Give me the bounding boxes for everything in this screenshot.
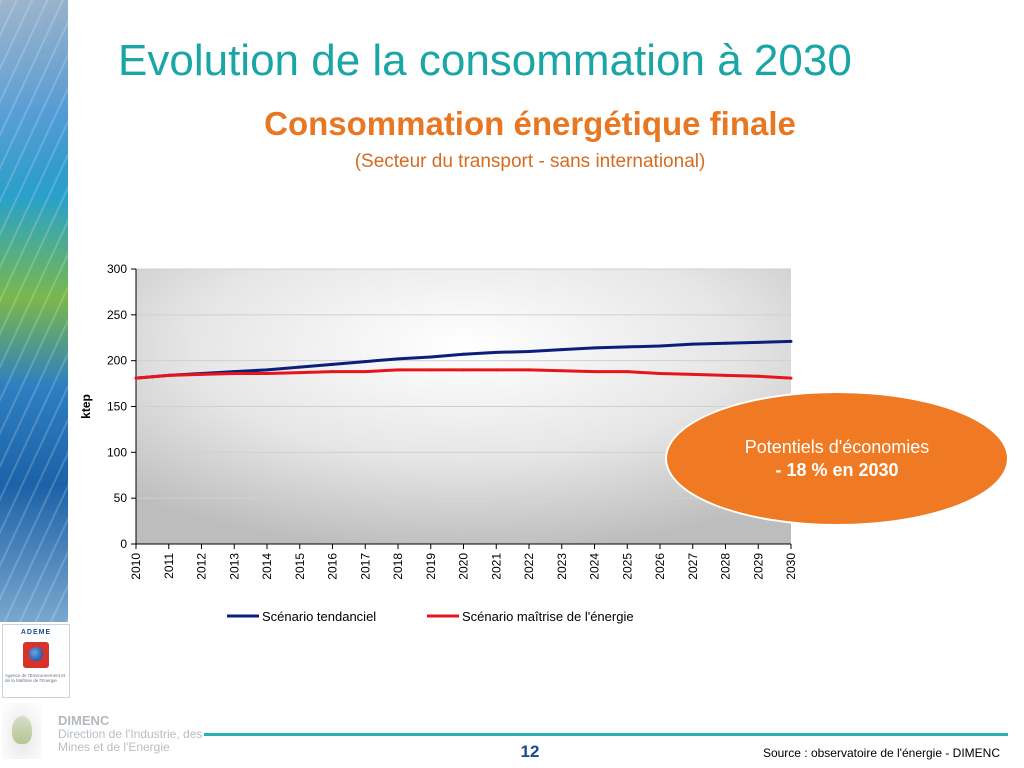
ademe-caption: Agence de l'Environnement et de la Maîtr… [5,673,65,684]
y-tick-label: 0 [120,537,127,551]
data-point [396,368,400,372]
data-point [298,365,302,369]
data-point [724,373,727,377]
x-tick-label: 2011 [162,553,176,579]
data-point [462,352,465,356]
data-point [527,368,531,372]
line-chart: 0 50 100 150 200 250 300 2010 2011 2012 2013 2014 20… [79,262,798,624]
data-point [789,339,793,343]
data-point [331,370,334,374]
x-tick-label: 2012 [195,553,209,580]
x-tick-label: 2021 [489,553,503,580]
chart-title: Consommation énergétique finale [264,105,796,142]
data-point [429,355,433,359]
decorative-photo-strip [0,0,68,622]
data-point [789,376,793,380]
legend-label-1: Scénario tendanciel [262,609,376,624]
x-tick-label: 2019 [424,553,438,580]
x-tick-label: 2029 [751,553,765,580]
data-point [462,368,465,372]
x-tick-label: 2020 [457,553,471,580]
source-note: Source : observatoire de l'énergie - DIM… [762,746,1000,760]
data-point [756,374,760,378]
ademe-logo-box: ADEME Agence de l'Environnement et de la… [2,624,70,698]
data-point [298,371,302,375]
dimenc-subtitle: Direction de l'Industrie, des Mines et d… [58,727,203,754]
data-point [560,369,564,373]
y-axis-label: ktep [79,394,93,419]
x-tick-label: 2026 [653,553,667,580]
data-point [593,370,596,374]
callout-line1: Potentiels d'économies [744,437,930,457]
data-point [331,362,334,366]
y-tick-label: 300 [107,262,127,276]
y-tick-label: 150 [107,400,127,414]
x-tick-label: 2027 [686,553,700,580]
ademe-label: ADEME [20,629,52,636]
data-point [167,373,171,377]
data-point [756,340,760,344]
data-point [200,372,203,376]
data-point [691,372,695,376]
x-tick-label: 2025 [620,553,634,580]
data-point [232,372,236,375]
legend-label-2: Scénario maîtrise de l'énergie [462,609,634,624]
data-point [658,372,662,375]
dimenc-mark-icon [12,716,32,744]
data-point [658,344,662,348]
data-point [265,368,269,372]
data-point [363,360,367,364]
data-point [625,370,629,374]
y-tick-label: 200 [107,354,127,368]
data-point [429,368,433,372]
data-point [363,370,367,374]
dimenc-title: DIMENC [58,713,110,728]
x-tick-label: 2015 [293,553,307,580]
x-tick-label: 2018 [391,553,405,580]
globe-icon [29,647,43,661]
data-point [625,345,629,349]
data-point [560,348,564,352]
x-tick-label: 2022 [522,553,536,580]
chart-subtitle: (Secteur du transport - sans internation… [354,151,706,172]
page-number: 12 [520,742,540,761]
x-tick-label: 2014 [260,553,274,580]
data-point [396,357,400,361]
data-point [494,350,498,354]
page-title: Evolution de la consommation à 2030 [118,36,852,85]
x-tick-label: 2013 [227,553,241,580]
data-point [265,372,269,375]
x-tick-label: 2017 [358,553,372,580]
data-point [691,342,695,346]
x-tick-label: 2016 [326,553,340,580]
x-tick-label: 2028 [719,553,733,580]
data-point [593,346,596,350]
data-point [527,350,531,353]
y-tick-label: 50 [114,491,128,505]
data-point [724,341,727,345]
x-tick-label: 2023 [555,553,569,580]
x-tick-label: 2030 [784,553,798,580]
x-tick-label: 2024 [588,553,602,580]
y-tick-label: 250 [107,308,127,322]
y-tick-label: 100 [107,445,127,459]
savings-callout: Potentiels d'économies - 18 % en 2030 [665,391,1009,526]
data-point [134,376,138,380]
data-point [494,368,498,372]
x-tick-label: 2010 [129,553,143,580]
callout-line2: - 18 % en 2030 [775,460,899,480]
footer-divider [204,733,1008,736]
